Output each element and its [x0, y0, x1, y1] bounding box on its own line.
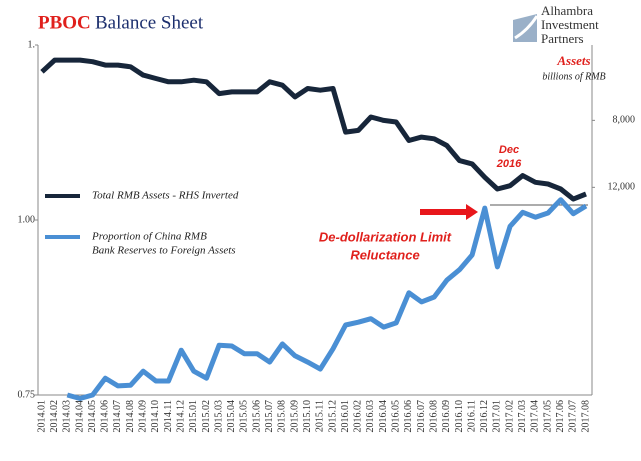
annotation: Dec: [499, 144, 519, 156]
x-tick-label: 2015.09: [289, 400, 300, 433]
x-tick-label: 2016.12: [479, 400, 490, 433]
annotation: De-dollarization Limit: [319, 229, 452, 244]
y2-tick-label: 12,000: [608, 182, 636, 193]
annotation: Reluctance: [350, 247, 419, 262]
title-prefix: PBOC: [38, 12, 91, 33]
logo-text: Investment: [541, 17, 599, 32]
x-tick-label: 2014.11: [163, 400, 174, 432]
x-tick-label: 2014.02: [49, 400, 60, 433]
x-tick-label: 2016.01: [340, 400, 351, 433]
x-tick-label: 2015.05: [239, 400, 250, 433]
x-tick-label: 2017.01: [492, 400, 503, 433]
logo-text: Alhambra: [541, 3, 593, 18]
series-line: [66, 197, 588, 401]
annotation: Assets: [556, 53, 590, 68]
x-tick-label: 2016.11: [466, 400, 477, 432]
x-tick-label: 2017.06: [555, 400, 566, 433]
x-tick-label: 2016.04: [378, 400, 389, 433]
annotation: 2016: [496, 158, 522, 170]
x-tick-label: 2017.05: [542, 400, 553, 433]
series-line: [40, 57, 587, 202]
x-tick-label: 2014.04: [74, 400, 85, 433]
legend-label: Total RMB Assets - RHS Inverted: [92, 190, 239, 202]
x-tick-label: 2017.02: [504, 400, 515, 433]
x-tick-label: 2016.08: [428, 400, 439, 433]
x-tick-label: 2014.07: [112, 400, 123, 433]
x-tick-label: 2017.04: [530, 400, 541, 433]
x-tick-label: 2016.03: [365, 400, 376, 433]
logo-swoosh: [514, 15, 539, 40]
x-tick-label: 2014.01: [36, 400, 47, 433]
x-tick-label: 2015.08: [277, 400, 288, 433]
x-tick-label: 2016.07: [416, 400, 427, 433]
x-tick-label: 2017.03: [517, 400, 528, 433]
x-tick-label: 2014.09: [138, 400, 149, 433]
x-tick-label: 2016.10: [454, 400, 465, 433]
x-tick-label: 2017.07: [568, 400, 579, 433]
logo-text: Partners: [541, 31, 584, 46]
x-tick-label: 2014.06: [100, 400, 111, 433]
x-tick-label: 2015.01: [188, 400, 199, 433]
x-tick-label: 2015.07: [264, 400, 275, 433]
x-tick-label: 2016.06: [403, 400, 414, 433]
x-tick-label: 2016.02: [353, 400, 364, 433]
x-tick-label: 2015.03: [213, 400, 224, 433]
x-tick-label: 2015.04: [226, 400, 237, 433]
x-tick-label: 2014.05: [87, 400, 98, 433]
x-tick-label: 2015.02: [201, 400, 212, 433]
y-tick-label: 1.: [28, 39, 36, 50]
x-tick-label: 2015.10: [302, 400, 313, 433]
x-tick-label: 2015.06: [251, 400, 262, 433]
x-tick-label: 2017.08: [580, 400, 591, 433]
x-tick-label: 2014.08: [125, 400, 136, 433]
x-tick-label: 2016.05: [391, 400, 402, 433]
x-tick-label: 2015.11: [315, 400, 326, 432]
x-tick-label: 2014.03: [62, 400, 73, 433]
y-tick-label: 1.00: [18, 214, 36, 225]
annotation: billions of RMB: [542, 71, 605, 82]
x-tick-label: 2014.12: [175, 400, 186, 433]
y2-tick-label: 8,000: [613, 115, 636, 126]
legend-label: Bank Reserves to Foreign Assets: [92, 245, 236, 257]
arrow: [420, 204, 478, 220]
x-tick-label: 2016.09: [441, 400, 452, 433]
chart-title: Balance Sheet: [95, 12, 204, 33]
x-tick-label: 2014.10: [150, 400, 161, 433]
x-tick-label: 2015.12: [327, 400, 338, 433]
y-tick-label: 0.75: [18, 389, 36, 400]
logo: Alhambra Investment Partners: [513, 3, 599, 46]
legend-label: Proportion of China RMB: [91, 231, 207, 243]
